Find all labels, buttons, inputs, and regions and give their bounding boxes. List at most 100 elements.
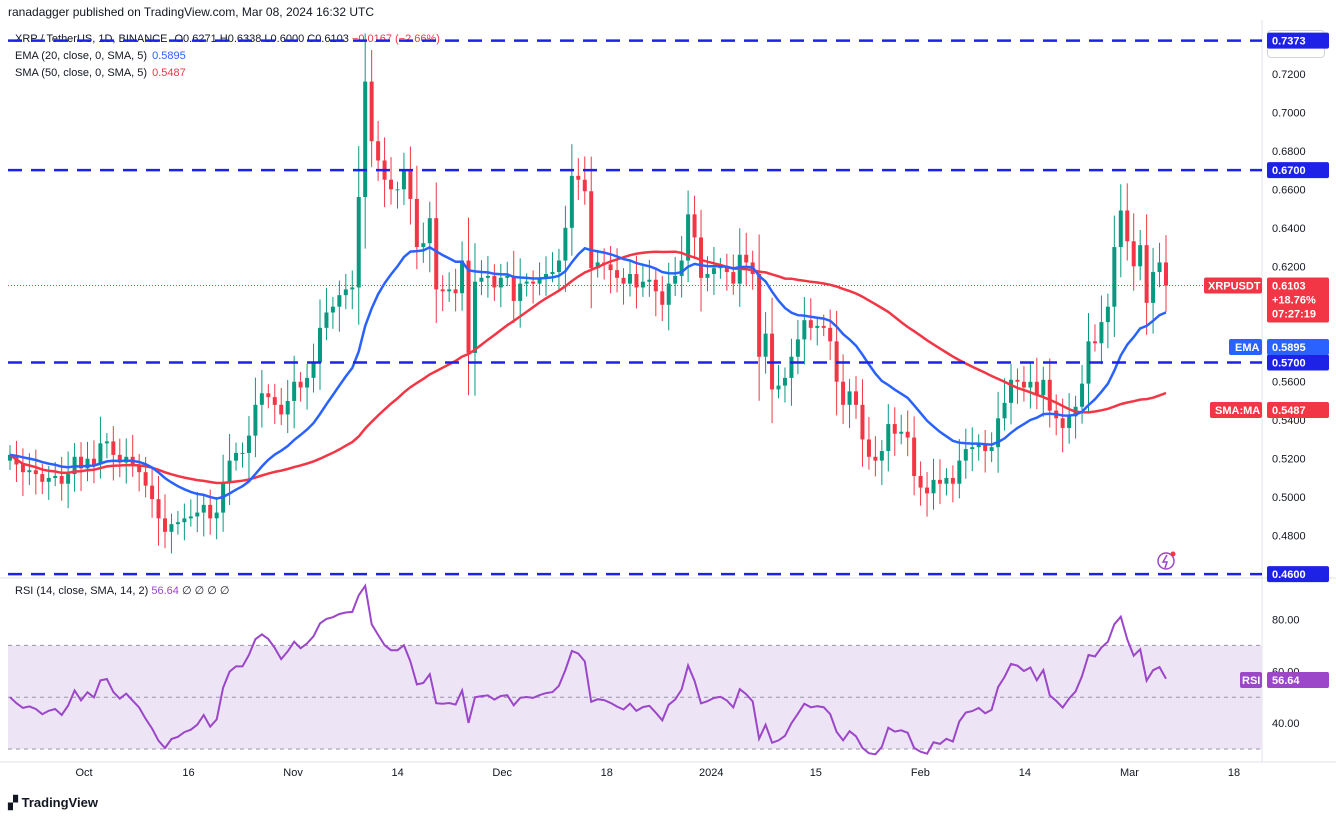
rsi-price-box (1267, 672, 1329, 689)
candle-body (356, 197, 361, 288)
candle-body (395, 189, 400, 191)
candle-body (576, 175, 581, 180)
candle-body (137, 464, 142, 473)
candle-body (634, 273, 639, 288)
candle-body (589, 191, 594, 269)
candle-body (666, 283, 671, 305)
tradingview-logo[interactable]: ▞ TradingView (8, 795, 98, 811)
candle-body (627, 273, 632, 284)
candle-body (427, 218, 432, 244)
candle-body (317, 327, 322, 363)
candle-body (85, 458, 90, 469)
candle-body (59, 476, 64, 484)
price-tick-label: 0.6600 (1272, 184, 1306, 196)
candle-body (873, 456, 878, 461)
sma-tag-label: SMA:MA (1215, 405, 1260, 417)
rsi-line (9, 583, 1167, 756)
candle-body (369, 81, 374, 142)
candle-body (569, 175, 574, 228)
ema-tag-label: EMA (1235, 342, 1260, 354)
candle-body (1080, 383, 1085, 407)
candle-body (937, 479, 942, 484)
candle-body (40, 474, 45, 482)
time-tick-label: 18 (601, 767, 613, 779)
candle-body (724, 266, 729, 273)
candle-body (66, 474, 71, 484)
price-tick-label: 0.7200 (1272, 69, 1306, 81)
candle-body (162, 518, 167, 532)
candle-body (556, 260, 561, 273)
candle-body (272, 397, 277, 405)
candle-body (976, 443, 981, 448)
time-tick-label: Oct (75, 767, 92, 779)
candle-body (879, 451, 884, 461)
candle-body (918, 476, 923, 488)
symbol-tag-label: XRPUSDT (1208, 281, 1261, 293)
ema-tag (1229, 339, 1262, 355)
candle-body (117, 454, 122, 463)
candle-body (828, 327, 833, 342)
candle-body (1151, 272, 1156, 303)
sma-label: SMA (50, close, 0, SMA, 5) (15, 67, 148, 79)
candle-body (440, 289, 445, 292)
price-tick-label: 0.6400 (1272, 223, 1306, 235)
last-price: 0.6103 (1272, 281, 1306, 293)
rsi-tick-label: 40.00 (1272, 718, 1300, 730)
price-tick-label: 0.4800 (1272, 531, 1306, 543)
candle-body (802, 320, 807, 340)
candle-body (292, 381, 297, 401)
candle-body (1060, 418, 1065, 428)
candle-body (227, 460, 232, 482)
level-tag (1267, 566, 1329, 583)
price-tick-label: 0.6800 (1272, 146, 1306, 158)
sma-tag (1210, 402, 1262, 418)
candle-body (970, 447, 975, 450)
level-tag (1267, 162, 1329, 179)
level-tag-label: 0.4600 (1272, 569, 1306, 581)
candle-body (259, 393, 264, 405)
sma-price: 0.5487 (1272, 405, 1306, 417)
sma-legend[interactable]: SMA (50, close, 0, SMA, 5) 0.5487 (15, 67, 186, 79)
candle-body (188, 516, 193, 519)
candle-body (996, 418, 1001, 448)
candle-body (957, 460, 962, 484)
candle-body (763, 333, 768, 357)
candle-body (1138, 245, 1143, 267)
open-value: O0.6271 (174, 33, 217, 45)
candle-body (214, 512, 219, 519)
price-tick-label: 0.5400 (1272, 415, 1306, 427)
candle-body (757, 273, 762, 357)
time-tick-label: 14 (1019, 767, 1031, 779)
candle-body (143, 472, 148, 486)
price-tick-label: 0.5000 (1272, 492, 1306, 504)
candle-body (841, 381, 846, 405)
candle-body (595, 262, 600, 269)
close-value: C0.6103 (307, 33, 349, 45)
candle-body (699, 237, 704, 278)
candle-body (485, 275, 490, 278)
candle-body (453, 289, 458, 294)
candle-body (640, 281, 645, 288)
candle-body (963, 449, 968, 461)
candle-body (311, 362, 316, 378)
candle-body (892, 424, 897, 434)
symbol-name: XRP / TetherUS, 1D, BINANCE (15, 33, 168, 45)
candle-body (498, 277, 503, 288)
time-tick-label: Nov (283, 767, 303, 779)
candle-body (414, 198, 419, 248)
candle-body (821, 325, 826, 328)
price-tick-label: 0.5600 (1272, 377, 1306, 389)
candle-body (1163, 262, 1169, 286)
time-tick-label: 2024 (699, 767, 723, 779)
ema-price-box (1267, 339, 1329, 355)
candle-body (983, 443, 988, 452)
candle-body (1157, 262, 1162, 273)
change-value: −0.0167 (−2.66%) (351, 33, 440, 45)
candle-body (621, 277, 626, 284)
rsi-legend[interactable]: RSI (14, close, SMA, 14, 2) 56.64 ∅ ∅ ∅ … (15, 584, 229, 597)
symbol-legend[interactable]: XRP / TetherUS, 1D, BINANCE O0.6271 H0.6… (15, 33, 440, 45)
ema-legend[interactable]: EMA (20, close, 0, SMA, 5) 0.5895 (15, 50, 186, 62)
candle-body (343, 289, 348, 296)
rsi-tag (1240, 672, 1262, 689)
